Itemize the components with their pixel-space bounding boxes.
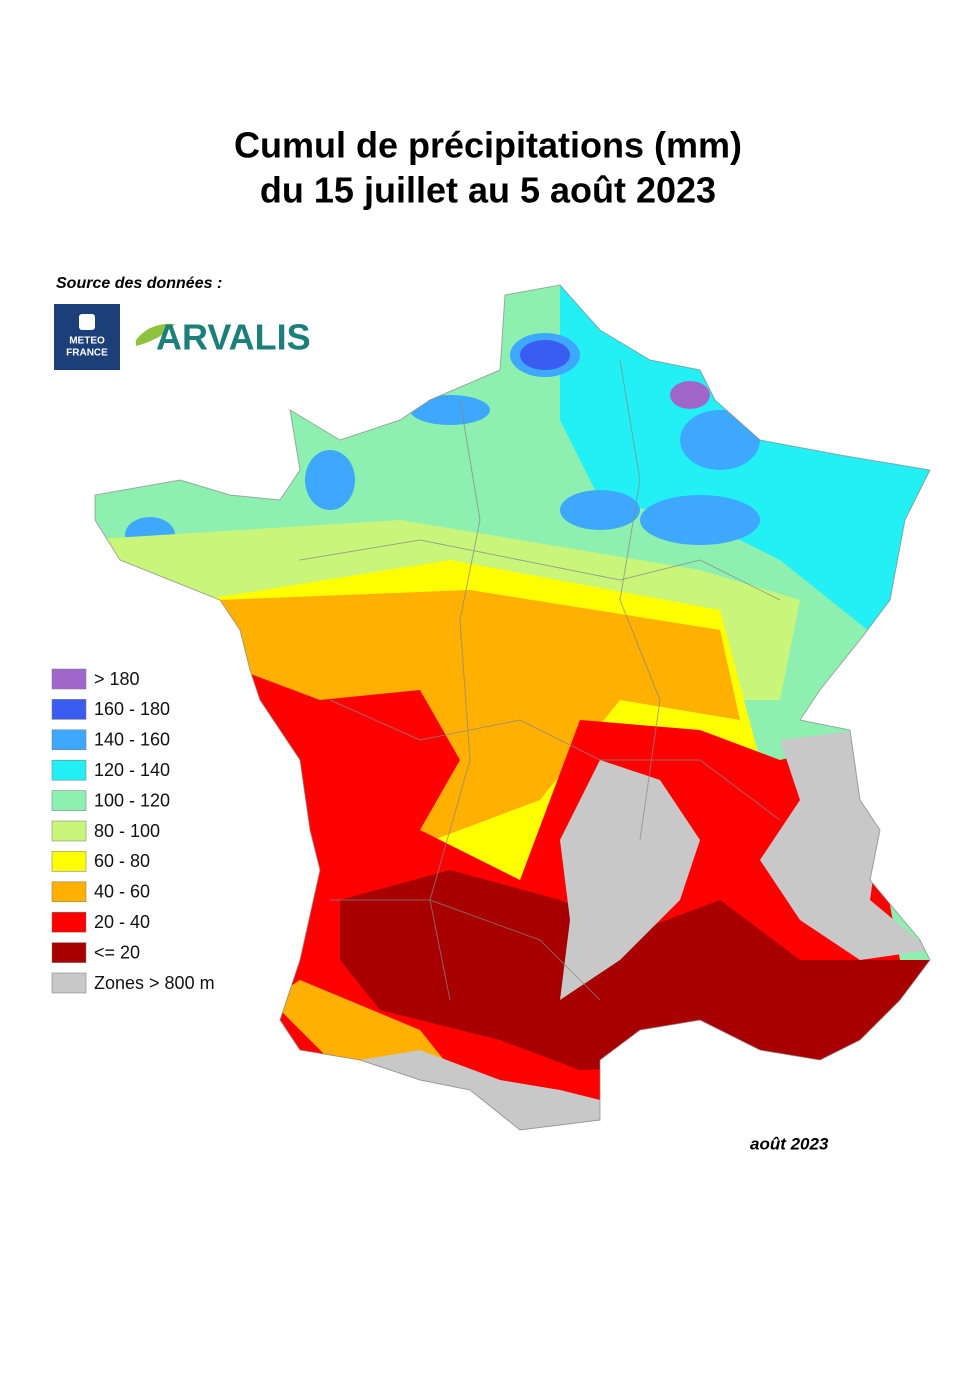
legend-swatch (51, 851, 87, 872)
zone (560, 760, 700, 1000)
legend-swatch (51, 729, 87, 751)
zone (560, 285, 930, 640)
legend-label: 80 - 100 (94, 821, 160, 841)
legend-label: 100 - 120 (94, 790, 170, 810)
zone (760, 730, 930, 960)
legend-label: 160 - 180 (94, 699, 170, 719)
arvalis-logo: ARVALIS (136, 317, 311, 358)
zone (640, 495, 760, 545)
zone (670, 381, 710, 409)
legend-label: 60 - 80 (94, 851, 150, 871)
legend-swatch (51, 759, 87, 781)
legend-swatch (51, 790, 87, 811)
legend: > 180 160 - 180 140 - 160 120 - 140 100 - 12… (51, 668, 215, 994)
legend-label: > 180 (94, 669, 140, 689)
legend-swatch (51, 942, 87, 963)
legend-label: 20 - 40 (94, 912, 150, 932)
legend-swatch (51, 699, 87, 720)
zone (560, 490, 640, 530)
logo-text: METEO (69, 336, 105, 347)
logo-text: FRANCE (66, 348, 108, 359)
legend-label: 140 - 160 (94, 730, 170, 750)
legend-swatch (51, 820, 87, 842)
legend-label: <= 20 (94, 942, 140, 962)
logo-text: ARVALIS (156, 317, 311, 358)
title-line-2: du 15 juillet au 5 août 2023 (260, 170, 716, 211)
logo-icon (79, 314, 95, 330)
legend-swatch (51, 972, 87, 994)
meteo-france-logo: METEO FRANCE (54, 304, 120, 370)
zone (520, 340, 570, 370)
logo-leaf (136, 323, 175, 346)
zone (410, 395, 490, 425)
zone (305, 450, 355, 510)
legend-label: 40 - 60 (94, 882, 150, 902)
legend-swatch (51, 911, 87, 933)
zone (680, 410, 760, 470)
legend-swatch (51, 881, 87, 903)
legend-label: Zones > 800 m (94, 973, 215, 993)
source-label: Source des données : (56, 275, 222, 292)
map-date: août 2023 (750, 1134, 829, 1153)
title-line-1: Cumul de précipitations (mm) (234, 125, 742, 166)
region-borders (299, 359, 781, 1001)
map (95, 285, 930, 1130)
zone (340, 870, 930, 1070)
legend-label: 120 - 140 (94, 760, 170, 780)
legend-swatch (51, 668, 87, 690)
